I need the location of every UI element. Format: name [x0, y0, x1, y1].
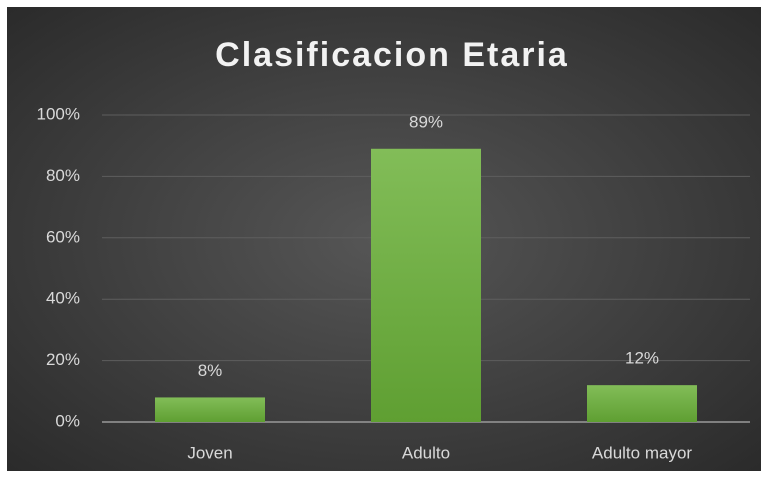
y-tick-label: 0% — [55, 411, 80, 430]
y-tick-label: 60% — [46, 227, 80, 246]
x-tick-label: Adulto mayor — [592, 443, 692, 462]
data-label: 12% — [625, 349, 659, 368]
x-tick-label: Adulto — [402, 443, 450, 462]
x-tick-label: Joven — [187, 443, 232, 462]
y-tick-label: 20% — [46, 350, 80, 369]
bar — [155, 397, 265, 422]
data-label: 89% — [409, 112, 443, 131]
bar — [371, 148, 481, 422]
data-label: 8% — [198, 361, 223, 380]
y-tick-label: 40% — [46, 289, 80, 308]
bar — [587, 385, 697, 422]
y-tick-label: 80% — [46, 166, 80, 185]
chart-title: Clasificacion Etaria — [215, 36, 569, 74]
y-tick-label: 100% — [37, 104, 80, 123]
